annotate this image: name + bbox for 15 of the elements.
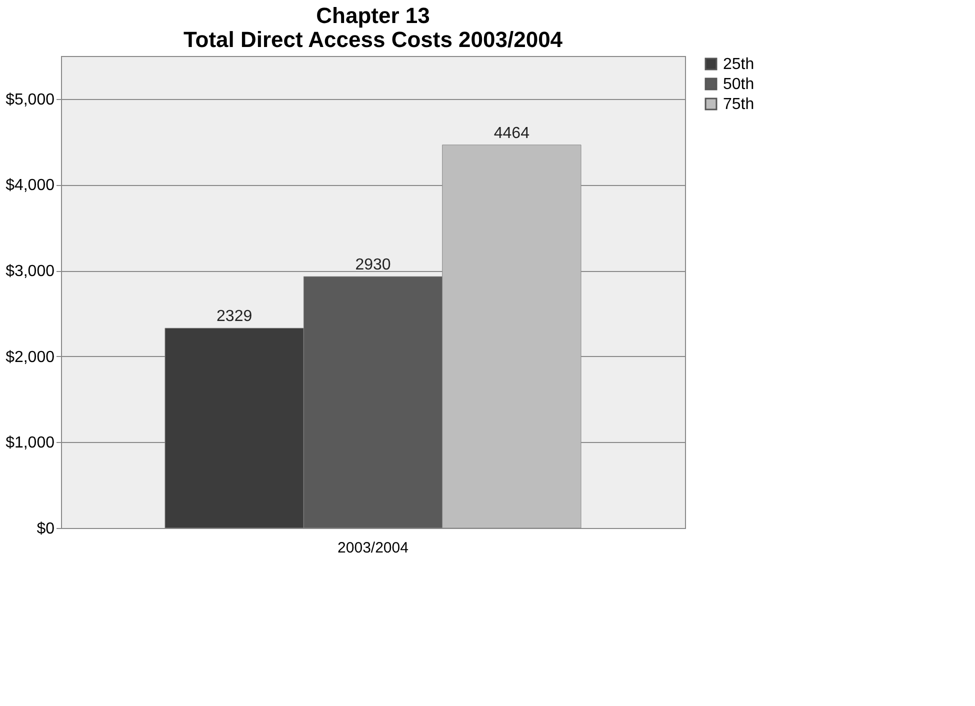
legend-label: 25th (723, 56, 754, 73)
y-tick-label: $1,000 (6, 434, 55, 452)
y-tick-label: $5,000 (6, 91, 55, 108)
y-tick-label: $2,000 (6, 348, 55, 366)
text: Chapter 13 (316, 3, 430, 28)
x-tick-label: 2003/2004 (338, 540, 408, 556)
y-tick-label: $0 (36, 520, 55, 538)
y-tick-label: $3,000 (6, 263, 55, 280)
y-tick-label: $4,000 (6, 177, 55, 194)
data-label: 2329 (216, 308, 252, 326)
text: Total Direct Access Costs 2003/2004 (183, 27, 563, 52)
legend-label: 75th (723, 96, 754, 113)
data-label: 4464 (494, 124, 530, 142)
legend-label: 50th (723, 76, 754, 93)
data-label: 2930 (355, 256, 391, 274)
